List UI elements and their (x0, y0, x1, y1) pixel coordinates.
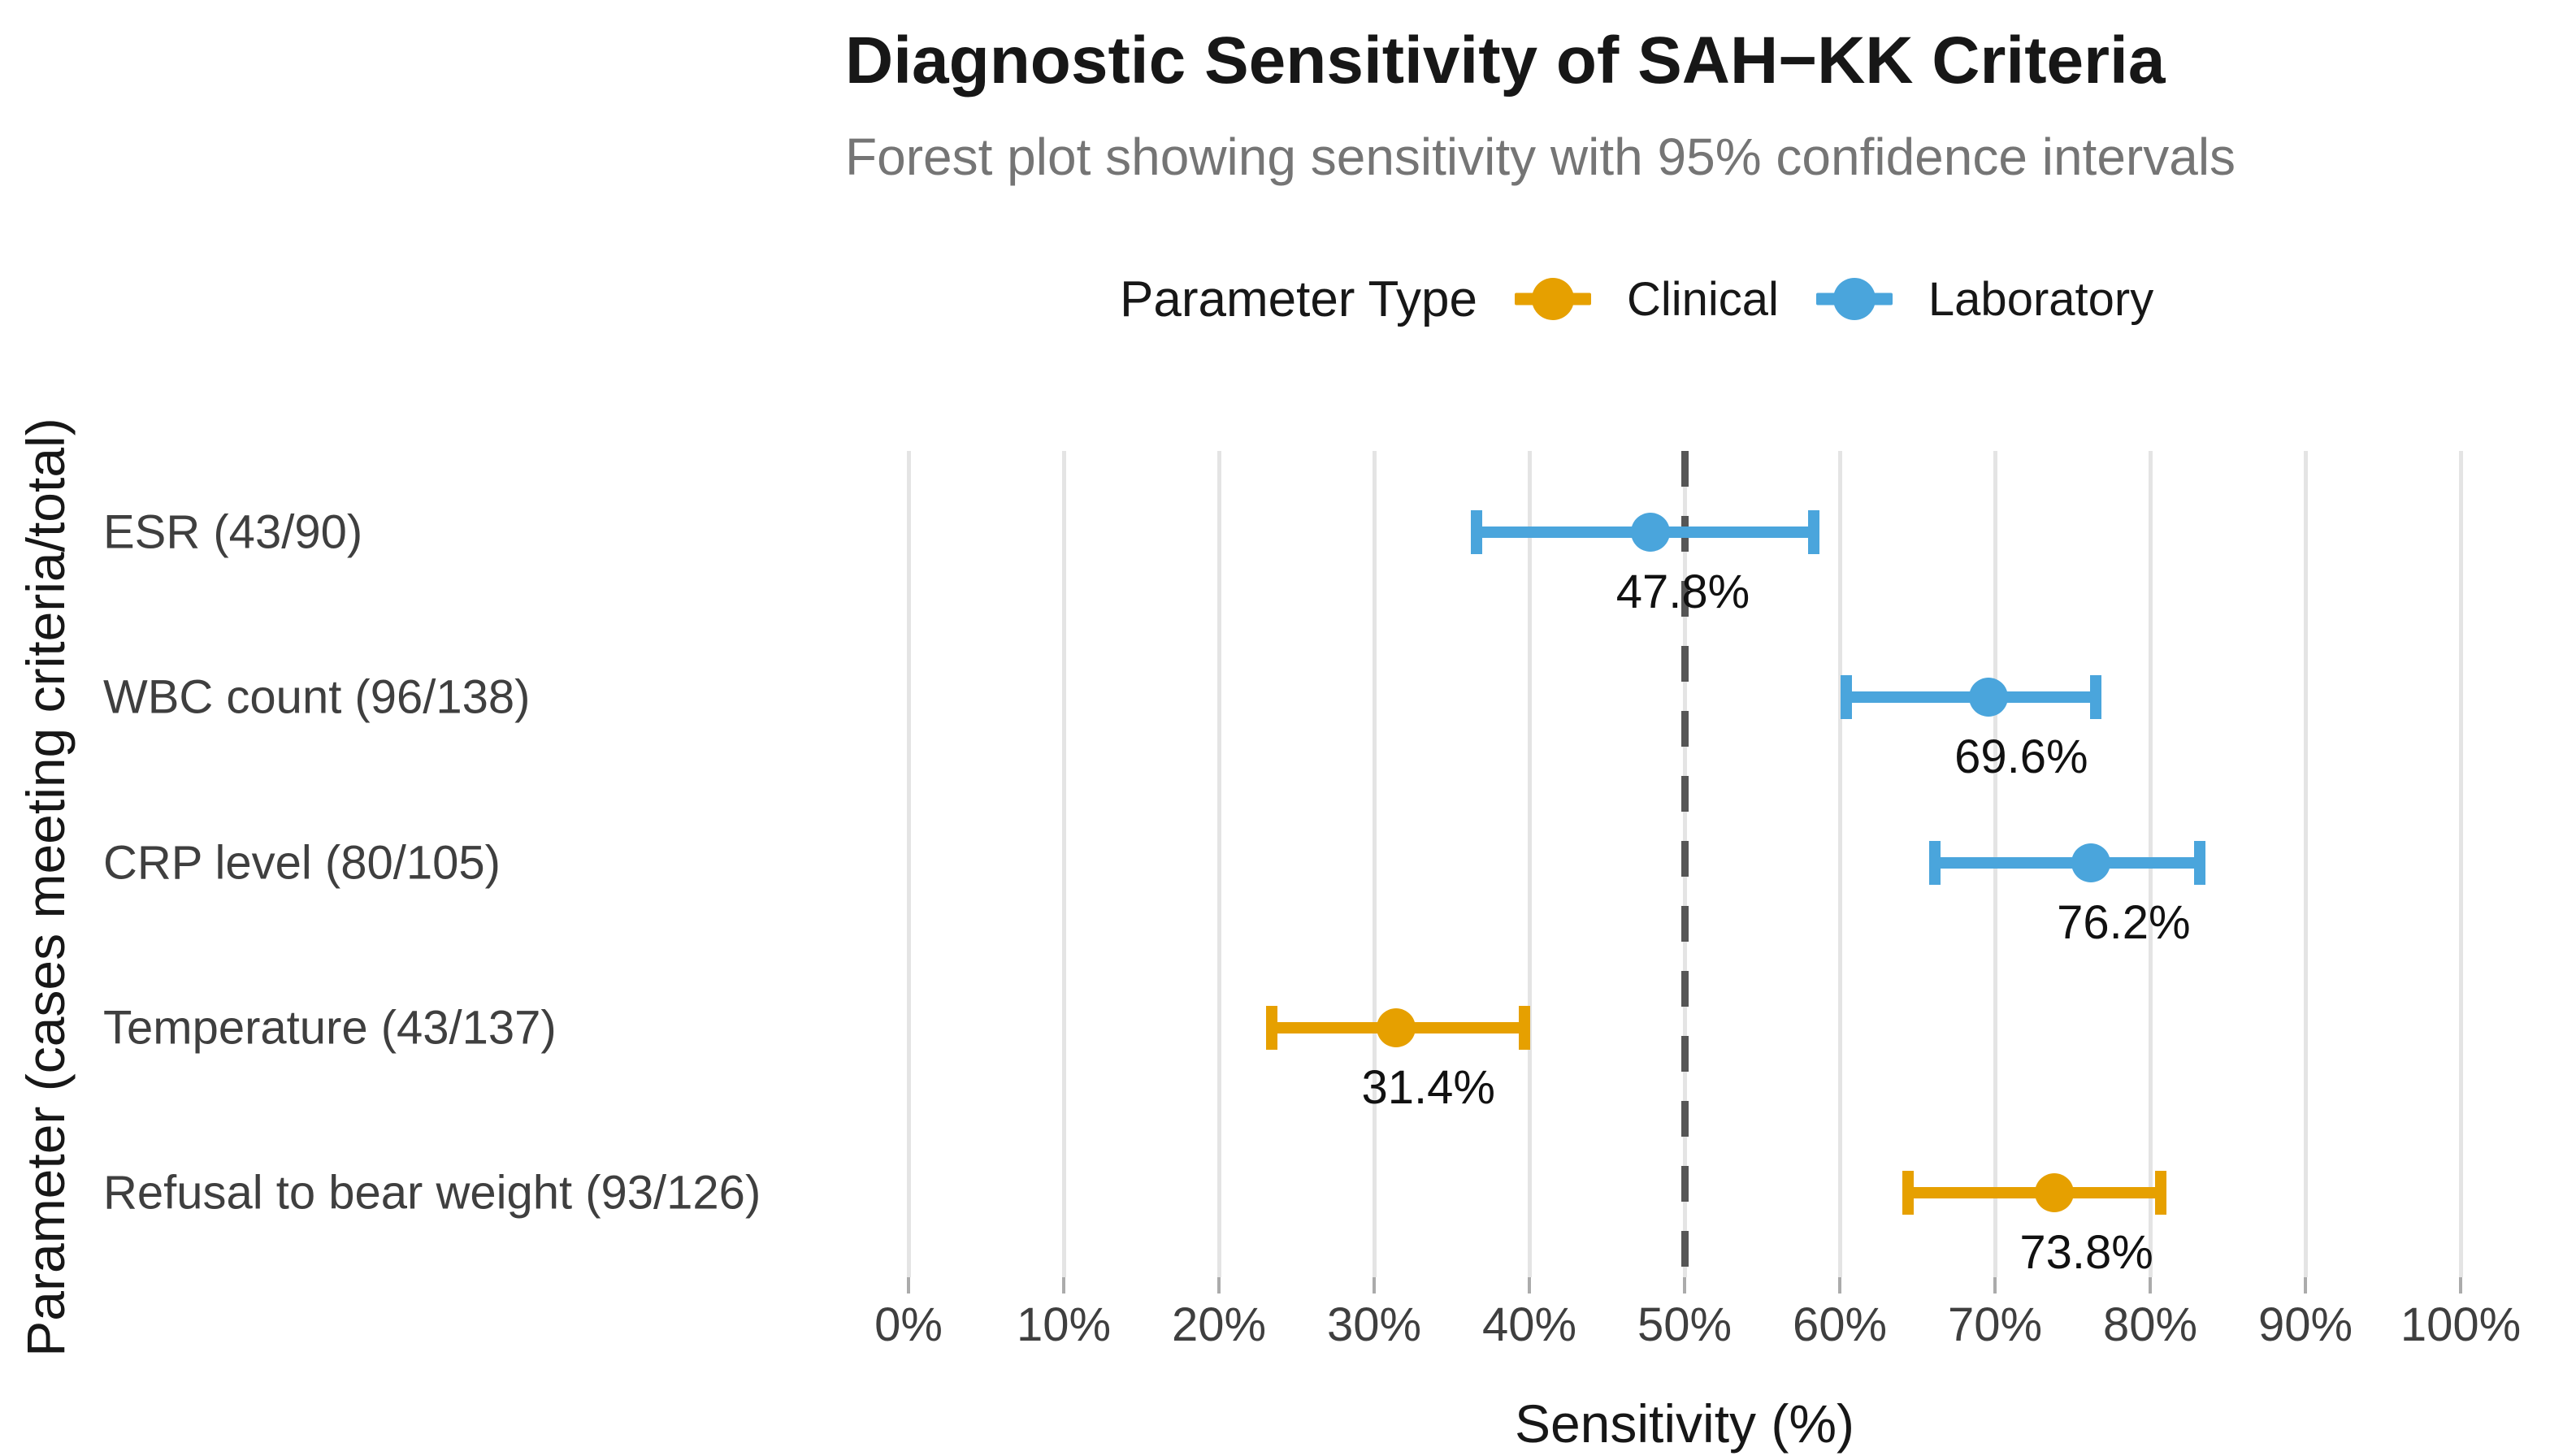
error-bar-cap-left (1840, 675, 1852, 719)
error-bar-cap-left (1902, 1171, 1915, 1215)
point-marker (1969, 678, 2009, 717)
chart-subtitle: Forest plot showing sensitivity with 95%… (845, 128, 2236, 186)
x-tick-label: 40% (1481, 1298, 1577, 1351)
x-axis-tick (1373, 1277, 1376, 1294)
legend-item-label: Laboratory (1928, 272, 2154, 326)
x-tick-label: 30% (1326, 1298, 1422, 1351)
point-marker (1630, 513, 1670, 552)
error-bar-cap-left (1265, 1006, 1277, 1050)
y-axis-row-label: ESR (43/90) (103, 505, 363, 559)
error-bar-cap-left (1471, 510, 1483, 554)
x-axis-tick (1838, 1277, 1841, 1294)
gridline (2303, 451, 2308, 1277)
x-tick-label: 20% (1171, 1298, 1267, 1351)
gridline (1837, 451, 1842, 1277)
x-tick-label: 10% (1016, 1298, 1112, 1351)
legend-key-dot (1531, 278, 1574, 320)
x-axis-tick (907, 1277, 910, 1294)
value-label: 76.2% (2057, 896, 2191, 949)
point-marker (1376, 1008, 1416, 1047)
legend-title: Parameter Type (1120, 271, 1477, 327)
legend: Parameter Type Clinical Laboratory (1120, 258, 2153, 340)
legend-key-icon (1514, 273, 1591, 325)
y-axis-row-label: Temperature (43/137) (103, 1001, 557, 1055)
x-tick-label: 80% (2102, 1298, 2198, 1351)
point-marker (2071, 843, 2111, 882)
gridline (1527, 451, 1532, 1277)
y-axis-row-label: WBC count (96/138) (103, 670, 531, 724)
error-bar-cap-right (1807, 510, 1819, 554)
x-axis-tick (1993, 1277, 1997, 1294)
x-axis-tick (1217, 1277, 1221, 1294)
x-tick-label: 70% (1947, 1298, 2043, 1351)
y-axis-title: Parameter (cases meeting criteria/total) (15, 418, 76, 1357)
x-tick-label: 100% (2400, 1298, 2522, 1351)
point-marker (2034, 1173, 2074, 1212)
value-label: 47.8% (1615, 566, 1750, 618)
y-axis-row-label: Refusal to bear weight (93/126) (103, 1166, 761, 1220)
gridline (906, 451, 911, 1277)
x-tick-label: 60% (1792, 1298, 1888, 1351)
legend-item-laboratory: Laboratory (1815, 272, 2154, 327)
x-axis-tick (1683, 1277, 1686, 1294)
error-bar (1934, 857, 2201, 869)
gridline (2458, 451, 2463, 1277)
x-axis-tick (2459, 1277, 2462, 1294)
x-tick-label: 50% (1637, 1298, 1733, 1351)
value-label: 73.8% (2019, 1226, 2153, 1279)
gridline (1372, 451, 1377, 1277)
error-bar-cap-right (1519, 1006, 1531, 1050)
x-axis-tick (2304, 1277, 2307, 1294)
error-bar-cap-right (2090, 675, 2102, 719)
error-bar-cap-right (2155, 1171, 2167, 1215)
legend-item-label: Clinical (1626, 272, 1779, 326)
error-bar-cap-left (1928, 841, 1941, 885)
chart-title: Diagnostic Sensitivity of SAH−KK Criteri… (845, 24, 2166, 98)
legend-key-dot (1832, 278, 1876, 320)
x-axis-tick (1062, 1277, 1065, 1294)
x-axis-title: Sensitivity (%) (1514, 1393, 1855, 1454)
value-label: 31.4% (1361, 1061, 1495, 1114)
value-label: 69.6% (1954, 730, 2088, 783)
x-tick-label: 0% (874, 1298, 943, 1351)
legend-item-clinical: Clinical (1514, 272, 1779, 327)
x-tick-label: 90% (2257, 1298, 2353, 1351)
legend-key-icon (1815, 273, 1893, 325)
error-bar-cap-right (2194, 841, 2206, 885)
gridline (1216, 451, 1221, 1277)
y-axis-row-label: CRP level (80/105) (103, 836, 501, 890)
x-axis-tick (2149, 1277, 2152, 1294)
gridline (1061, 451, 1066, 1277)
x-axis-tick (1528, 1277, 1531, 1294)
reference-line-50pct (1680, 451, 1689, 1277)
